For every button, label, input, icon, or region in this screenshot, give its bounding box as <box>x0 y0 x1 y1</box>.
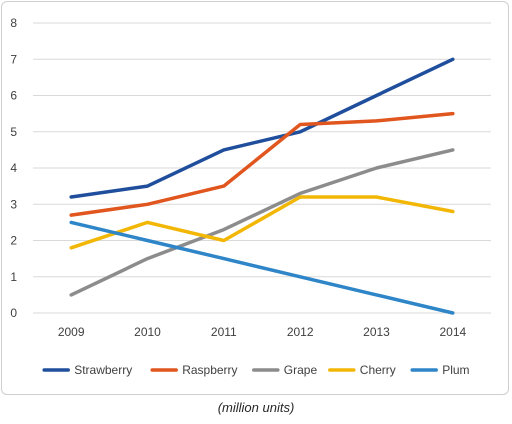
series-line-plum <box>69 220 455 315</box>
x-axis: 2009 2010 2011 2012 2013 2014 <box>58 325 467 339</box>
legend-item-strawberry: Strawberry <box>42 363 132 377</box>
legend-label: Raspberry <box>182 363 237 377</box>
x-tick-label: 2010 <box>134 325 161 339</box>
x-tick-label: 2011 <box>211 325 237 339</box>
series-line-grape <box>69 148 455 297</box>
legend-item-plum: Plum <box>410 363 470 377</box>
gridlines <box>33 22 491 314</box>
series-line-strawberry <box>69 57 455 199</box>
y-tick-label: 1 <box>10 270 17 284</box>
x-tick-label: 2012 <box>287 325 314 339</box>
x-tick-label: 2014 <box>439 325 466 339</box>
y-tick-label: 5 <box>10 125 17 139</box>
y-tick-label: 7 <box>10 52 17 66</box>
legend-label: Cherry <box>360 363 396 377</box>
chart-frame <box>1 1 509 395</box>
x-tick-label: 2009 <box>58 325 85 339</box>
series-line-cherry <box>69 195 455 250</box>
legend: Strawberry Raspberry Grape Cherry Plum <box>42 363 470 377</box>
legend-label: Grape <box>284 363 318 377</box>
legend-item-grape: Grape <box>252 363 318 377</box>
y-axis: 0 1 2 3 4 5 6 7 8 <box>10 16 17 320</box>
y-tick-label: 8 <box>10 16 17 30</box>
series-line-raspberry <box>69 111 455 217</box>
legend-item-raspberry: Raspberry <box>150 363 238 377</box>
legend-item-cherry: Cherry <box>328 363 396 377</box>
y-tick-label: 2 <box>10 234 17 248</box>
y-tick-label: 0 <box>10 306 17 320</box>
y-tick-label: 4 <box>10 161 17 175</box>
series-lines <box>69 57 455 315</box>
y-tick-label: 3 <box>10 197 17 211</box>
units-caption: (million units) <box>217 400 295 415</box>
x-tick-label: 2013 <box>363 325 390 339</box>
line-chart: 0 1 2 3 4 5 6 7 8 2009 2010 2011 2012 2013 2014 Straw… <box>10 16 491 377</box>
legend-label: Strawberry <box>74 363 132 377</box>
legend-label: Plum <box>442 363 469 377</box>
y-tick-label: 6 <box>10 89 17 103</box>
